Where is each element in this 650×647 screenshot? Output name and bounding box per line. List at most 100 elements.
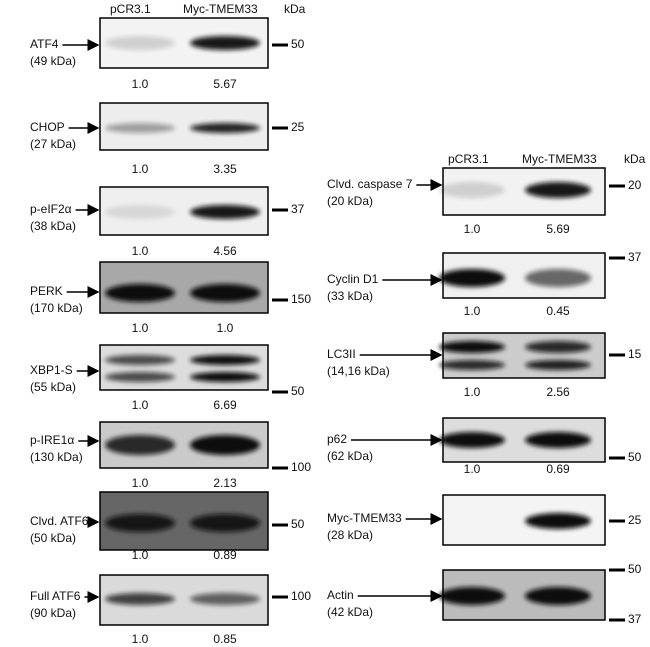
size-label: (28 kDa) [327, 528, 373, 542]
band [105, 355, 175, 365]
band [439, 269, 505, 287]
size-label: (20 kDa) [327, 194, 373, 208]
quantity: 1.0 [464, 462, 481, 476]
band [105, 123, 175, 133]
blot-frame [442, 494, 606, 546]
band [525, 269, 591, 287]
quantity: 4.56 [213, 244, 237, 258]
quantity: 3.35 [213, 162, 237, 176]
band [105, 435, 175, 455]
quantity: 0.85 [213, 632, 237, 646]
quantity: 0.69 [546, 462, 570, 476]
blot-frame [99, 261, 269, 314]
protein-label: LC3II [327, 347, 356, 361]
blot-frame [99, 421, 269, 469]
size-label: (55 kDa) [30, 380, 76, 394]
protein-label: XBP1-S [30, 363, 73, 377]
blot-frame [442, 167, 606, 216]
blot-frame [442, 332, 606, 379]
size-label: (62 kDa) [327, 449, 373, 463]
blot-frame [99, 17, 269, 69]
band [525, 182, 591, 198]
quantity: 1.0 [132, 476, 149, 490]
lane-label: Myc-TMEM33 [522, 152, 597, 166]
band [439, 587, 505, 605]
size-label: (42 kDa) [327, 605, 373, 619]
band [190, 36, 260, 50]
band [105, 514, 175, 532]
quantity: 0.89 [213, 548, 237, 562]
blot-frame [442, 417, 606, 463]
lane-label: pCR3.1 [110, 2, 151, 16]
quantity: 1.0 [464, 222, 481, 236]
lane-label: pCR3.1 [448, 152, 489, 166]
marker-label: 37 [291, 202, 305, 216]
marker-label: 15 [628, 347, 642, 361]
band [190, 372, 260, 382]
band [105, 593, 175, 605]
protein-label: Clvd. caspase 7 [327, 177, 413, 191]
quantity: 1.0 [132, 321, 149, 335]
protein-label: p-IRE1α [30, 433, 74, 447]
marker-label: 150 [291, 292, 311, 306]
band [525, 341, 591, 353]
quantity: 1.0 [132, 244, 149, 258]
band [190, 355, 260, 365]
size-label: (130 kDa) [30, 450, 83, 464]
band [190, 593, 260, 605]
protein-label: PERK [30, 284, 63, 298]
quantity: 1.0 [464, 304, 481, 318]
band [439, 360, 505, 370]
band [190, 123, 260, 133]
quantity: 1.0 [132, 162, 149, 176]
quantity: 1.0 [132, 398, 149, 412]
marker-label: 50 [628, 450, 642, 464]
marker-label: 25 [291, 120, 305, 134]
marker-label: 100 [291, 460, 311, 474]
marker-label: 50 [628, 562, 642, 576]
marker-label: 50 [291, 517, 305, 531]
blot-frame [442, 252, 606, 299]
quantity: 1.0 [132, 632, 149, 646]
band [525, 360, 591, 370]
size-label: (90 kDa) [30, 606, 76, 620]
band [105, 36, 175, 50]
band [190, 514, 260, 532]
unit-label: kDa [624, 152, 646, 166]
marker-label: 50 [291, 37, 305, 51]
size-label: (170 kDa) [30, 301, 83, 315]
protein-label: CHOP [30, 120, 65, 134]
band [525, 432, 591, 448]
marker-label: 37 [628, 250, 642, 264]
protein-label: Clvd. ATF6 [30, 514, 89, 528]
quantity: 2.13 [213, 476, 237, 490]
band [190, 435, 260, 455]
band [190, 284, 260, 302]
quantity: 5.69 [546, 222, 570, 236]
band [105, 205, 175, 219]
quantity: 1.0 [132, 77, 149, 91]
blot-frame [99, 344, 269, 391]
protein-label: p-eIF2α [30, 202, 72, 216]
blot-background [100, 345, 268, 390]
quantity: 0.45 [546, 304, 570, 318]
quantity: 1.0 [132, 548, 149, 562]
protein-label: p62 [327, 432, 347, 446]
marker-label: 25 [628, 513, 642, 527]
band [439, 432, 505, 448]
marker-label: 20 [628, 178, 642, 192]
size-label: (38 kDa) [30, 219, 76, 233]
band [105, 372, 175, 382]
size-label: (49 kDa) [30, 54, 76, 68]
band [439, 182, 505, 198]
quantity: 1.0 [217, 321, 234, 335]
lane-label: Myc-TMEM33 [183, 2, 258, 16]
size-label: (27 kDa) [30, 137, 76, 151]
band [439, 341, 505, 353]
size-label: (33 kDa) [327, 289, 373, 303]
quantity: 2.56 [546, 385, 570, 399]
band [525, 587, 591, 605]
size-label: (50 kDa) [30, 531, 76, 545]
band [190, 205, 260, 219]
